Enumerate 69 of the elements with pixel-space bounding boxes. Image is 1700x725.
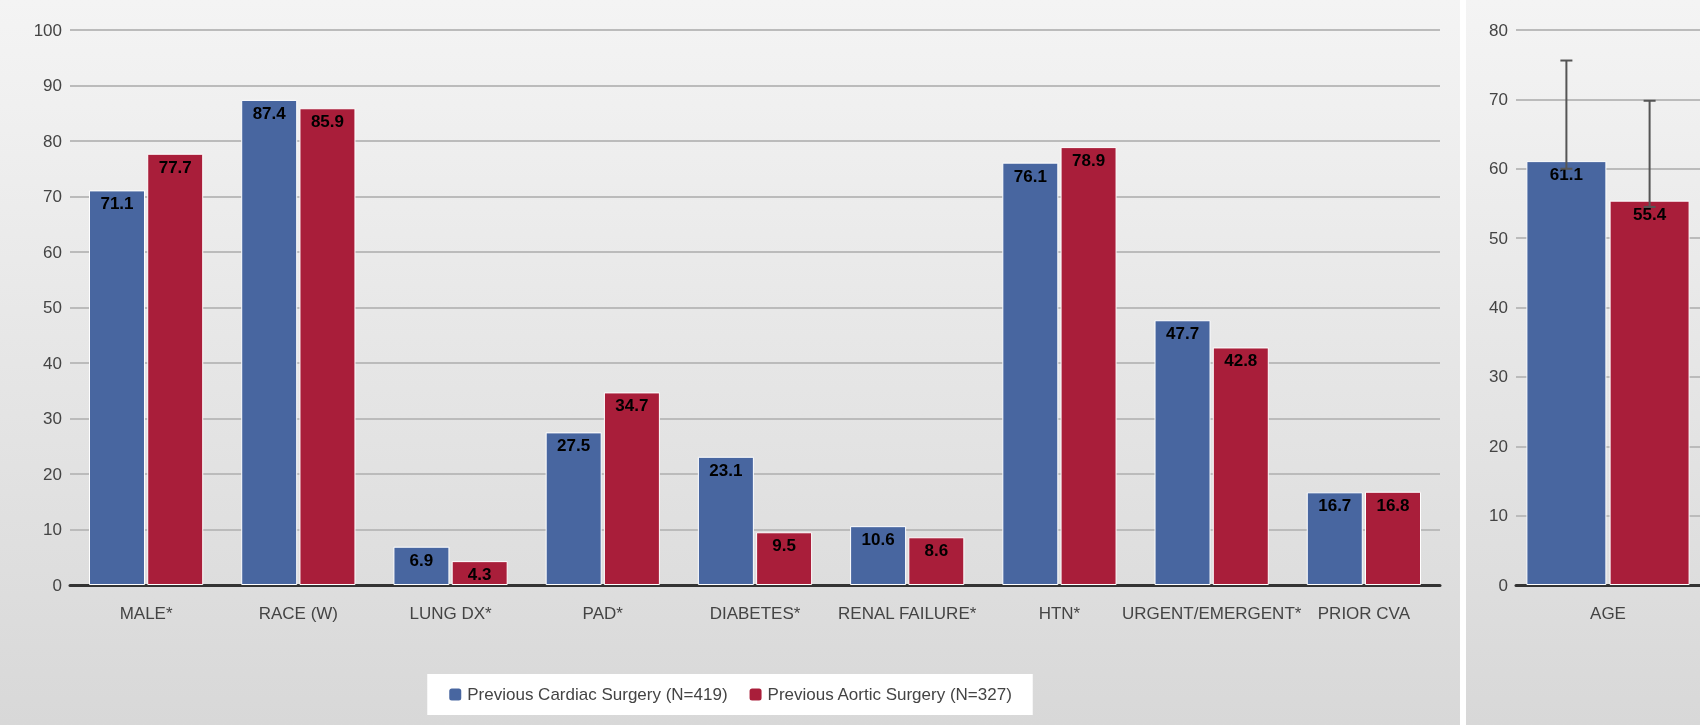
bar — [241, 99, 298, 585]
data-label: 10.6 — [861, 530, 895, 550]
data-label: 47.7 — [1166, 324, 1200, 344]
bar — [697, 456, 754, 585]
bar — [1002, 162, 1059, 585]
bar — [908, 537, 965, 585]
bar — [88, 190, 145, 585]
data-label: 6.9 — [409, 550, 434, 570]
x-tick-label: HTN* — [1038, 604, 1081, 623]
y-tick-label: 60 — [1489, 159, 1508, 179]
data-label: 4.3 — [467, 565, 492, 585]
bar — [1212, 347, 1269, 585]
data-label: 42.8 — [1224, 351, 1258, 371]
bar — [299, 108, 356, 585]
data-label: 9.5 — [772, 536, 796, 556]
y-tick-label: 80 — [1489, 20, 1508, 40]
bar — [1154, 320, 1211, 585]
y-tick-label: 10 — [1489, 506, 1508, 526]
bar — [147, 153, 204, 585]
x-tick-label: MALE* — [119, 604, 173, 623]
data-label: 85.9 — [310, 112, 344, 132]
x-tick-label: AGE — [1590, 604, 1626, 623]
data-label: 71.1 — [100, 194, 134, 214]
bar — [850, 526, 907, 585]
data-label: 34.7 — [615, 396, 649, 416]
bar — [545, 432, 602, 585]
y-tick-label: 90 — [43, 76, 62, 95]
y-tick-label: 30 — [43, 409, 62, 428]
data-label: 77.7 — [158, 157, 192, 177]
data-label: 16.8 — [1376, 495, 1410, 515]
y-tick-label: 30 — [1489, 367, 1508, 387]
y-tick-label: 10 — [43, 520, 62, 539]
data-label: 78.9 — [1072, 151, 1106, 171]
legend-label: Previous Cardiac Surgery (N=419) — [467, 685, 728, 704]
x-tick-label: RACE (W) — [258, 604, 338, 623]
y-tick-label: 70 — [43, 187, 62, 206]
x-tick-label: PRIOR CVA — [1317, 604, 1411, 623]
data-label: 61.1 — [1549, 165, 1583, 185]
x-tick-label: DIABETES* — [709, 604, 801, 623]
x-tick-label: URGENT/EMERGENT* — [1121, 604, 1302, 623]
data-label: 8.6 — [924, 541, 949, 561]
y-tick-label: 70 — [1489, 89, 1508, 109]
data-label: 27.5 — [557, 436, 591, 456]
x-tick-label: RENAL FAILURE* — [838, 604, 977, 623]
x-tick-label: PAD* — [582, 604, 624, 623]
y-tick-label: 20 — [1489, 436, 1508, 456]
bar — [756, 532, 813, 585]
y-tick-label: 50 — [43, 298, 62, 317]
y-tick-label: 20 — [43, 464, 62, 484]
bar — [1306, 492, 1363, 585]
legend-label: Previous Aortic Surgery (N=327) — [767, 685, 1012, 704]
y-tick-label: 40 — [1489, 298, 1508, 317]
data-label: 76.1 — [1013, 166, 1047, 186]
y-tick-label: 100 — [33, 20, 62, 40]
y-tick-label: 40 — [43, 353, 62, 373]
data-label: 16.7 — [1318, 496, 1352, 516]
data-label: 23.1 — [709, 460, 743, 480]
bar — [603, 392, 660, 585]
data-label: 87.4 — [252, 103, 287, 123]
x-tick-label: LUNG DX* — [409, 604, 493, 623]
y-tick-label: 0 — [52, 575, 62, 595]
y-tick-label: 0 — [1498, 575, 1508, 595]
bar — [1365, 491, 1422, 585]
y-tick-label: 80 — [43, 131, 62, 151]
bar — [1060, 147, 1117, 585]
data-label: 55.4 — [1633, 204, 1667, 224]
y-tick-label: 60 — [43, 242, 62, 262]
y-tick-label: 50 — [1489, 228, 1508, 248]
bar — [393, 546, 450, 585]
